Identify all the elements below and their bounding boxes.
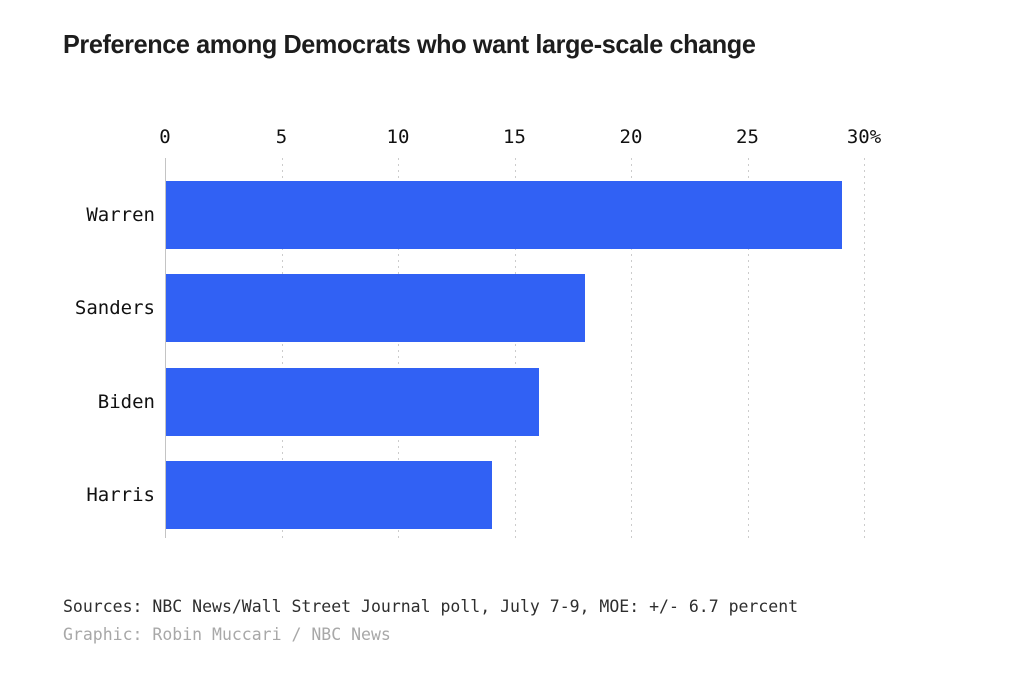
x-axis-tick-label: 15 [503, 126, 526, 148]
x-axis-tick-label: 20 [619, 126, 643, 148]
category-label-sanders: Sanders [74, 297, 155, 319]
bar-sanders [166, 274, 585, 342]
x-axis-tick-label: 30% [846, 126, 882, 148]
x-axis-tick-label: 10 [386, 126, 410, 148]
gridline [514, 158, 516, 538]
gridline [281, 158, 283, 538]
credit-note: Graphic: Robin Muccari / NBC News [63, 625, 391, 644]
gridline [631, 158, 632, 538]
bar-biden [166, 368, 539, 436]
source-note: Sources: NBC News/Wall Street Journal po… [63, 597, 799, 616]
axis-zero-line [165, 158, 166, 538]
gridline [864, 158, 865, 538]
bar-warren [166, 181, 842, 249]
x-axis-tick-label: 0 [159, 126, 171, 148]
x-axis-tick-label: 5 [275, 126, 288, 148]
gridline [747, 158, 749, 538]
bar-harris [166, 461, 492, 529]
category-label-warren: Warren [86, 204, 155, 226]
category-label-harris: Harris [86, 484, 155, 506]
gridline [398, 158, 399, 538]
chart-title: Preference among Democrats who want larg… [63, 29, 756, 59]
category-label-biden: Biden [97, 391, 155, 413]
x-axis-tick-label: 25 [736, 126, 759, 148]
